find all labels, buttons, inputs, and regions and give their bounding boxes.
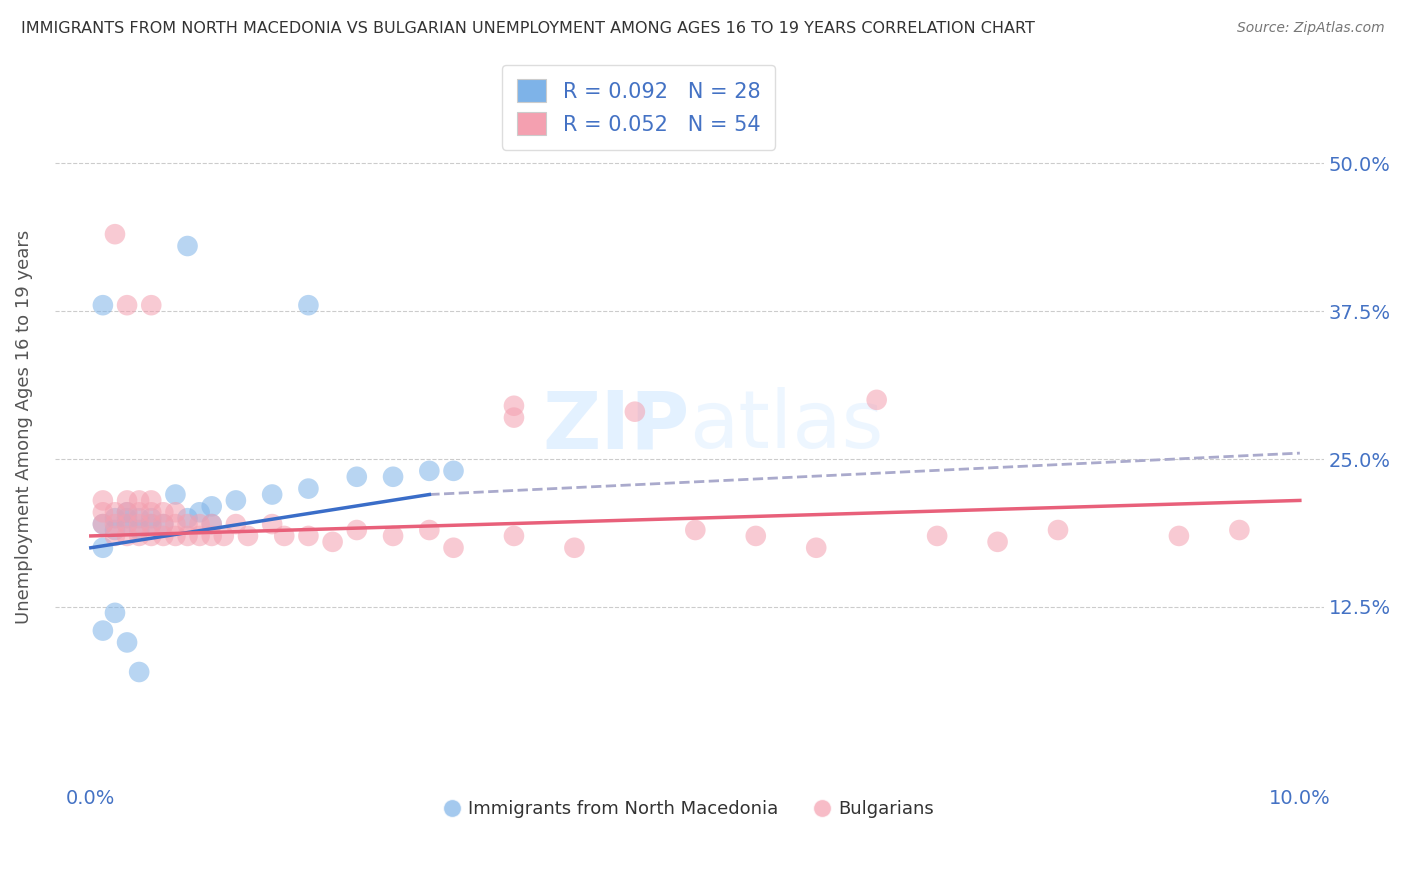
Text: atlas: atlas [689, 387, 883, 466]
Point [128, 493, 150, 508]
Point [188, 517, 211, 532]
Point [91, 541, 114, 555]
Text: ZIP: ZIP [543, 387, 689, 466]
Point [503, 529, 526, 543]
Point [212, 529, 235, 543]
Point [91, 624, 114, 638]
Point [322, 534, 344, 549]
Point [115, 635, 138, 649]
Point [564, 541, 586, 555]
Point [418, 464, 440, 478]
Point [128, 529, 150, 543]
Point [262, 517, 284, 532]
Point [443, 541, 465, 555]
Point [262, 487, 284, 501]
Point [104, 505, 127, 519]
Point [806, 541, 828, 555]
Point [176, 517, 198, 532]
Point [1047, 523, 1070, 537]
Point [297, 529, 319, 543]
Point [297, 298, 319, 312]
Point [503, 410, 526, 425]
Point [236, 529, 259, 543]
Point [866, 392, 889, 407]
Point [152, 505, 174, 519]
Point [91, 517, 114, 532]
Point [152, 517, 174, 532]
Point [382, 469, 405, 483]
Point [104, 523, 127, 537]
Point [128, 523, 150, 537]
Point [91, 298, 114, 312]
Point [273, 529, 295, 543]
Point [297, 482, 319, 496]
Point [115, 517, 138, 532]
Point [418, 523, 440, 537]
Y-axis label: Unemployment Among Ages 16 to 19 years: Unemployment Among Ages 16 to 19 years [15, 229, 32, 624]
Point [225, 517, 247, 532]
Point [624, 405, 647, 419]
Point [188, 529, 211, 543]
Point [685, 523, 707, 537]
Point [188, 505, 211, 519]
Point [503, 399, 526, 413]
Point [141, 529, 163, 543]
Point [104, 606, 127, 620]
Point [115, 493, 138, 508]
Point [128, 665, 150, 679]
Point [152, 529, 174, 543]
Point [115, 517, 138, 532]
Point [115, 505, 138, 519]
Point [91, 517, 114, 532]
Point [128, 511, 150, 525]
Point [104, 227, 127, 242]
Point [165, 517, 187, 532]
Point [225, 493, 247, 508]
Point [141, 505, 163, 519]
Point [176, 511, 198, 525]
Point [141, 517, 163, 532]
Point [346, 469, 368, 483]
Point [104, 511, 127, 525]
Legend: Immigrants from North Macedonia, Bulgarians: Immigrants from North Macedonia, Bulgari… [437, 793, 941, 825]
Point [152, 517, 174, 532]
Point [443, 464, 465, 478]
Point [201, 529, 224, 543]
Point [128, 517, 150, 532]
Point [745, 529, 768, 543]
Point [141, 517, 163, 532]
Point [128, 505, 150, 519]
Point [201, 500, 224, 514]
Point [1227, 523, 1250, 537]
Point [176, 529, 198, 543]
Point [141, 511, 163, 525]
Point [201, 517, 224, 532]
Point [115, 298, 138, 312]
Text: IMMIGRANTS FROM NORTH MACEDONIA VS BULGARIAN UNEMPLOYMENT AMONG AGES 16 TO 19 YE: IMMIGRANTS FROM NORTH MACEDONIA VS BULGA… [21, 21, 1035, 36]
Point [115, 505, 138, 519]
Point [1167, 529, 1189, 543]
Point [346, 523, 368, 537]
Point [176, 239, 198, 253]
Point [201, 517, 224, 532]
Point [91, 505, 114, 519]
Point [115, 529, 138, 543]
Point [91, 493, 114, 508]
Point [165, 505, 187, 519]
Point [987, 534, 1010, 549]
Point [141, 493, 163, 508]
Text: Source: ZipAtlas.com: Source: ZipAtlas.com [1237, 21, 1385, 35]
Point [141, 298, 163, 312]
Point [104, 517, 127, 532]
Point [165, 487, 187, 501]
Point [115, 511, 138, 525]
Point [382, 529, 405, 543]
Point [927, 529, 949, 543]
Point [165, 529, 187, 543]
Point [104, 529, 127, 543]
